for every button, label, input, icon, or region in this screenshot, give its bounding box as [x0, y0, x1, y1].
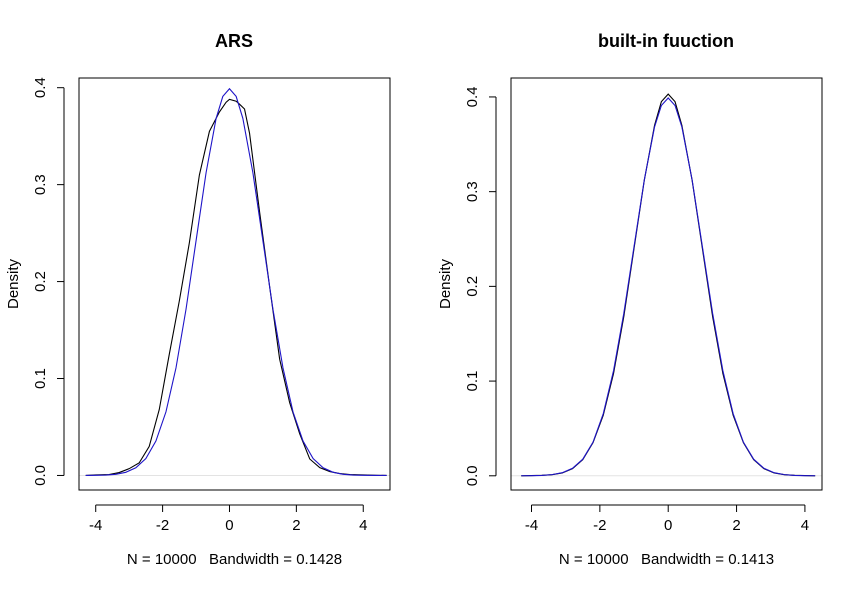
- x-tick-label: 0: [225, 517, 233, 534]
- series-line-2: [85, 87, 387, 477]
- x-tick-label: -4: [89, 517, 102, 534]
- plot-frame: [510, 77, 823, 491]
- x-tick-label: 4: [359, 517, 367, 534]
- y-tick-label: 0.0: [32, 465, 49, 486]
- x-tick-label: -2: [156, 517, 169, 534]
- plot-frame: [78, 77, 391, 491]
- y-tick-label: 0.3: [32, 174, 49, 195]
- chart-title: ARS: [215, 31, 253, 51]
- y-tick-label: 0.1: [32, 368, 49, 389]
- y-tick-label: 0.3: [464, 181, 481, 202]
- x-tick-label: -4: [525, 517, 538, 534]
- y-axis-label: Density: [437, 258, 454, 309]
- y-tick-label: 0.2: [464, 276, 481, 297]
- y-tick-label: 0.0: [464, 465, 481, 486]
- x-tick-label: 2: [732, 517, 740, 534]
- y-axis-label: Density: [5, 258, 22, 309]
- series-line-2: [521, 97, 816, 477]
- x-tick-label: 0: [664, 517, 672, 534]
- chart-panel-2: built-in fuuction -4 -2 0 2 4 0.0 0.1 0.2 0.3 0.4 N…: [437, 31, 823, 568]
- chart-panel-1: ARS -4 -2 0 2 4 0.0 0.1 0.2 0.3 0.4 N = 10000 Bandw…: [5, 31, 391, 568]
- x-tick-label: 4: [801, 517, 809, 534]
- y-tick-label: 0.1: [464, 371, 481, 392]
- chart-title: built-in fuuction: [598, 31, 734, 51]
- series-line-1: [521, 93, 816, 477]
- x-tick-label: 2: [292, 517, 300, 534]
- y-tick-label: 0.4: [464, 87, 481, 108]
- x-axis-label: N = 10000 Bandwidth = 0.1428: [127, 551, 342, 568]
- y-tick-label: 0.2: [32, 271, 49, 292]
- y-tick-label: 0.4: [32, 77, 49, 98]
- x-axis-label: N = 10000 Bandwidth = 0.1413: [559, 551, 774, 568]
- x-tick-label: -2: [593, 517, 606, 534]
- series-line-1: [85, 98, 387, 477]
